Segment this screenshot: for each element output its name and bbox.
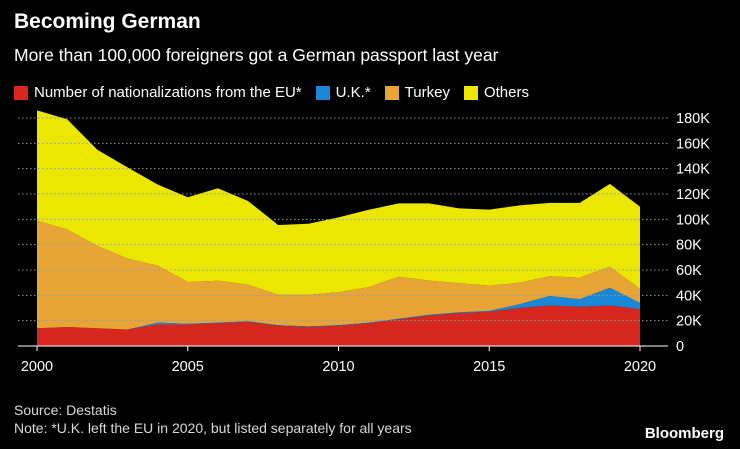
legend-item-eu: Number of nationalizations from the EU*	[14, 84, 302, 101]
y-tick-label: 100K	[676, 212, 710, 228]
footnote: Note: *U.K. left the EU in 2020, but lis…	[14, 420, 412, 436]
legend-label-eu: Number of nationalizations from the EU*	[34, 84, 302, 101]
y-tick-label: 160K	[676, 136, 710, 152]
chart-subtitle: More than 100,000 foreigners got a Germa…	[14, 45, 499, 65]
legend-swatch-eu	[14, 85, 28, 100]
y-tick-label: 120K	[676, 187, 710, 203]
legend-label-others: Others	[483, 84, 529, 101]
legend-label-turkey: Turkey	[404, 84, 450, 101]
legend-swatch-turkey	[384, 85, 399, 100]
legend-item-uk: U.K.*	[315, 84, 371, 101]
x-tick-label: 2015	[473, 359, 505, 375]
y-tick-label: 20K	[676, 314, 702, 330]
y-tick-label: 180K	[676, 111, 710, 127]
legend-swatch-others	[463, 85, 478, 100]
legend-swatch-uk	[315, 85, 330, 100]
legend-item-turkey: Turkey	[384, 84, 450, 101]
legend-label-uk: U.K.*	[335, 84, 371, 101]
area-series-turkey	[37, 220, 640, 330]
source-note: Source: Destatis	[14, 402, 117, 418]
y-tick-label: 80K	[676, 238, 702, 254]
x-tick-label: 2020	[624, 359, 656, 375]
bloomberg-logo: Bloomberg	[644, 425, 724, 442]
chart-title: Becoming German	[14, 10, 201, 33]
y-tick-label: 60K	[676, 263, 702, 279]
y-tick-label: 140K	[676, 162, 710, 178]
legend-item-others: Others	[463, 84, 529, 101]
y-tick-label: 40K	[676, 288, 702, 304]
legend: Number of nationalizations from the EU* …	[14, 84, 543, 101]
x-tick-label: 2000	[21, 359, 53, 375]
area-series-eu	[37, 305, 640, 346]
y-tick-label: 0	[676, 339, 684, 355]
x-tick-label: 2010	[322, 359, 354, 375]
area-series-others	[37, 110, 640, 295]
x-tick-label: 2005	[172, 359, 204, 375]
